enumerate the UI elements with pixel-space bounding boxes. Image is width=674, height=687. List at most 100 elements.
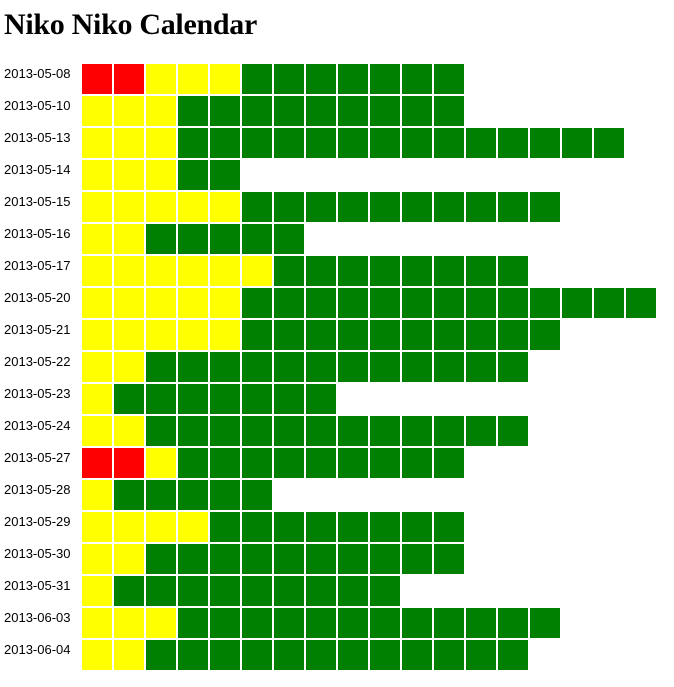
mood-cell-good[interactable] xyxy=(370,288,400,318)
mood-cell-neutral[interactable] xyxy=(114,224,144,254)
mood-cell-good[interactable] xyxy=(370,64,400,94)
mood-cell-bad[interactable] xyxy=(114,448,144,478)
mood-cell-neutral[interactable] xyxy=(82,512,112,542)
mood-cell-good[interactable] xyxy=(242,480,272,510)
mood-cell-good[interactable] xyxy=(242,608,272,638)
mood-cell-neutral[interactable] xyxy=(114,544,144,574)
mood-cell-good[interactable] xyxy=(530,192,560,222)
mood-cell-good[interactable] xyxy=(370,192,400,222)
mood-cell-good[interactable] xyxy=(146,480,176,510)
mood-cell-good[interactable] xyxy=(114,384,144,414)
mood-cell-good[interactable] xyxy=(562,288,592,318)
mood-cell-good[interactable] xyxy=(530,128,560,158)
mood-cell-neutral[interactable] xyxy=(114,96,144,126)
mood-cell-good[interactable] xyxy=(306,320,336,350)
mood-cell-neutral[interactable] xyxy=(82,544,112,574)
mood-cell-good[interactable] xyxy=(242,352,272,382)
mood-cell-good[interactable] xyxy=(178,608,208,638)
mood-cell-good[interactable] xyxy=(210,640,240,670)
mood-cell-good[interactable] xyxy=(210,448,240,478)
mood-cell-good[interactable] xyxy=(242,128,272,158)
mood-cell-good[interactable] xyxy=(370,544,400,574)
mood-cell-good[interactable] xyxy=(146,416,176,446)
mood-cell-good[interactable] xyxy=(338,64,368,94)
mood-cell-good[interactable] xyxy=(114,480,144,510)
mood-cell-good[interactable] xyxy=(178,544,208,574)
mood-cell-good[interactable] xyxy=(114,576,144,606)
mood-cell-good[interactable] xyxy=(306,576,336,606)
mood-cell-good[interactable] xyxy=(466,352,496,382)
mood-cell-neutral[interactable] xyxy=(210,288,240,318)
mood-cell-neutral[interactable] xyxy=(114,160,144,190)
mood-cell-good[interactable] xyxy=(242,512,272,542)
mood-cell-good[interactable] xyxy=(274,320,304,350)
mood-cell-good[interactable] xyxy=(242,96,272,126)
mood-cell-good[interactable] xyxy=(370,256,400,286)
mood-cell-good[interactable] xyxy=(306,352,336,382)
mood-cell-good[interactable] xyxy=(498,416,528,446)
mood-cell-good[interactable] xyxy=(338,416,368,446)
mood-cell-good[interactable] xyxy=(466,416,496,446)
mood-cell-good[interactable] xyxy=(498,640,528,670)
mood-cell-good[interactable] xyxy=(146,384,176,414)
mood-cell-good[interactable] xyxy=(402,256,432,286)
mood-cell-good[interactable] xyxy=(338,640,368,670)
mood-cell-neutral[interactable] xyxy=(178,512,208,542)
mood-cell-good[interactable] xyxy=(466,320,496,350)
mood-cell-good[interactable] xyxy=(306,416,336,446)
mood-cell-good[interactable] xyxy=(338,352,368,382)
mood-cell-good[interactable] xyxy=(434,544,464,574)
mood-cell-good[interactable] xyxy=(498,608,528,638)
mood-cell-neutral[interactable] xyxy=(242,256,272,286)
mood-cell-good[interactable] xyxy=(338,320,368,350)
mood-cell-good[interactable] xyxy=(242,224,272,254)
mood-cell-good[interactable] xyxy=(210,544,240,574)
mood-cell-good[interactable] xyxy=(306,448,336,478)
mood-cell-good[interactable] xyxy=(338,256,368,286)
mood-cell-good[interactable] xyxy=(402,128,432,158)
mood-cell-good[interactable] xyxy=(402,640,432,670)
mood-cell-neutral[interactable] xyxy=(114,512,144,542)
mood-cell-good[interactable] xyxy=(274,416,304,446)
mood-cell-good[interactable] xyxy=(466,256,496,286)
mood-cell-good[interactable] xyxy=(498,192,528,222)
mood-cell-good[interactable] xyxy=(178,576,208,606)
mood-cell-bad[interactable] xyxy=(82,64,112,94)
mood-cell-good[interactable] xyxy=(306,128,336,158)
mood-cell-good[interactable] xyxy=(370,96,400,126)
mood-cell-neutral[interactable] xyxy=(82,608,112,638)
mood-cell-neutral[interactable] xyxy=(114,256,144,286)
mood-cell-good[interactable] xyxy=(498,256,528,286)
mood-cell-neutral[interactable] xyxy=(146,608,176,638)
mood-cell-good[interactable] xyxy=(402,192,432,222)
mood-cell-good[interactable] xyxy=(306,256,336,286)
mood-cell-neutral[interactable] xyxy=(146,288,176,318)
mood-cell-good[interactable] xyxy=(274,96,304,126)
mood-cell-good[interactable] xyxy=(210,512,240,542)
mood-cell-neutral[interactable] xyxy=(146,256,176,286)
mood-cell-neutral[interactable] xyxy=(146,192,176,222)
mood-cell-good[interactable] xyxy=(338,544,368,574)
mood-cell-good[interactable] xyxy=(434,608,464,638)
mood-cell-good[interactable] xyxy=(466,608,496,638)
mood-cell-good[interactable] xyxy=(146,352,176,382)
mood-cell-neutral[interactable] xyxy=(114,352,144,382)
mood-cell-good[interactable] xyxy=(498,288,528,318)
mood-cell-neutral[interactable] xyxy=(82,320,112,350)
mood-cell-good[interactable] xyxy=(370,512,400,542)
mood-cell-good[interactable] xyxy=(210,576,240,606)
mood-cell-good[interactable] xyxy=(242,64,272,94)
mood-cell-good[interactable] xyxy=(338,288,368,318)
mood-cell-good[interactable] xyxy=(338,512,368,542)
mood-cell-neutral[interactable] xyxy=(82,128,112,158)
mood-cell-good[interactable] xyxy=(210,160,240,190)
mood-cell-neutral[interactable] xyxy=(82,640,112,670)
mood-cell-good[interactable] xyxy=(370,320,400,350)
mood-cell-good[interactable] xyxy=(434,416,464,446)
mood-cell-good[interactable] xyxy=(370,608,400,638)
mood-cell-neutral[interactable] xyxy=(178,320,208,350)
mood-cell-good[interactable] xyxy=(274,448,304,478)
mood-cell-good[interactable] xyxy=(434,288,464,318)
mood-cell-good[interactable] xyxy=(562,128,592,158)
mood-cell-good[interactable] xyxy=(466,128,496,158)
